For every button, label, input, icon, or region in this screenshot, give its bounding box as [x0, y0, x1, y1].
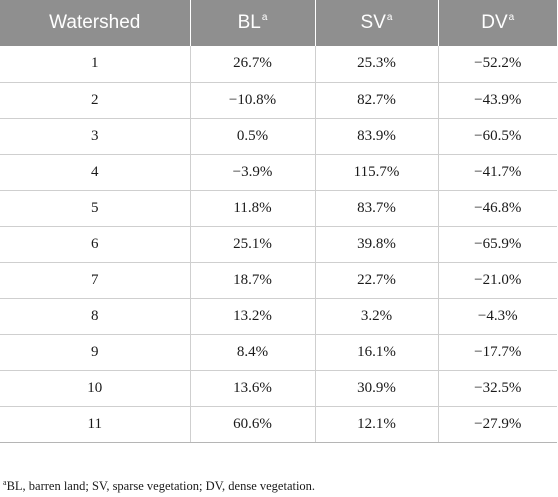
- cell-dv: −60.5%: [437, 118, 557, 155]
- cell-watershed: 9: [0, 334, 190, 371]
- cell-sv: 3.2%: [314, 298, 438, 335]
- cell-sv: 83.7%: [314, 190, 438, 227]
- cell-dv: −27.9%: [437, 406, 557, 443]
- header-bl-footnote-marker: a: [261, 12, 268, 23]
- cell-watershed: 8: [0, 298, 190, 335]
- table-row: 11 60.6% 12.1% −27.9%: [0, 406, 557, 443]
- table-row: 3 0.5% 83.9% −60.5%: [0, 118, 557, 155]
- cell-bl: 25.1%: [189, 226, 315, 263]
- header-sv-footnote-marker: a: [386, 12, 393, 23]
- header-watershed: Watershed: [0, 0, 190, 46]
- cell-dv: −41.7%: [437, 154, 557, 191]
- header-dv: DVa: [437, 0, 557, 46]
- cell-sv: 83.9%: [314, 118, 438, 155]
- cell-bl: 13.6%: [189, 370, 315, 407]
- table-row: 9 8.4% 16.1% −17.7%: [0, 334, 557, 371]
- footnote-text: BL, barren land; SV, sparse vegetation; …: [6, 479, 316, 493]
- table-row: 4 −3.9% 115.7% −41.7%: [0, 154, 557, 191]
- cell-sv: 115.7%: [314, 154, 438, 191]
- cell-bl: 0.5%: [189, 118, 315, 155]
- cell-dv: −65.9%: [437, 226, 557, 263]
- header-bl: BLa: [189, 0, 315, 46]
- header-sv: SVa: [314, 0, 438, 46]
- cell-watershed: 4: [0, 154, 190, 191]
- cell-bl: 60.6%: [189, 406, 315, 443]
- cell-sv: 39.8%: [314, 226, 438, 263]
- table-row: 2 −10.8% 82.7% −43.9%: [0, 82, 557, 119]
- cell-bl: 11.8%: [189, 190, 315, 227]
- table-row: 10 13.6% 30.9% −32.5%: [0, 370, 557, 407]
- cell-sv: 16.1%: [314, 334, 438, 371]
- cell-dv: −46.8%: [437, 190, 557, 227]
- data-table: Watershed BLa SVa DVa 1 26.7% 25.3% −52.2% 2…: [0, 0, 557, 443]
- table-row: 5 11.8% 83.7% −46.8%: [0, 190, 557, 227]
- cell-dv: −43.9%: [437, 82, 557, 119]
- cell-watershed: 1: [0, 46, 190, 83]
- cell-bl: −3.9%: [189, 154, 315, 191]
- cell-watershed: 6: [0, 226, 190, 263]
- cell-dv: −4.3%: [437, 298, 557, 335]
- table-row: 7 18.7% 22.7% −21.0%: [0, 262, 557, 299]
- cell-dv: −17.7%: [437, 334, 557, 371]
- cell-sv: 22.7%: [314, 262, 438, 299]
- table-row: 1 26.7% 25.3% −52.2%: [0, 46, 557, 83]
- cell-bl: 26.7%: [189, 46, 315, 83]
- table-footnote: aBL, barren land; SV, sparse vegetation;…: [3, 478, 315, 494]
- cell-bl: 18.7%: [189, 262, 315, 299]
- table-body: 1 26.7% 25.3% −52.2% 2 −10.8% 82.7% −43.9% 3 0.5%…: [0, 46, 557, 443]
- cell-sv: 12.1%: [314, 406, 438, 443]
- cell-watershed: 5: [0, 190, 190, 227]
- cell-sv: 30.9%: [314, 370, 438, 407]
- footnote-marker: a: [3, 478, 7, 487]
- cell-watershed: 7: [0, 262, 190, 299]
- cell-watershed: 3: [0, 118, 190, 155]
- cell-bl: 8.4%: [189, 334, 315, 371]
- cell-dv: −52.2%: [437, 46, 557, 83]
- cell-dv: −32.5%: [437, 370, 557, 407]
- cell-watershed: 11: [0, 406, 190, 443]
- cell-bl: −10.8%: [189, 82, 315, 119]
- cell-sv: 82.7%: [314, 82, 438, 119]
- table-header: Watershed BLa SVa DVa: [0, 0, 557, 46]
- cell-bl: 13.2%: [189, 298, 315, 335]
- table-row: 6 25.1% 39.8% −65.9%: [0, 226, 557, 263]
- header-row: Watershed BLa SVa DVa: [0, 0, 557, 46]
- cell-watershed: 2: [0, 82, 190, 119]
- cell-sv: 25.3%: [314, 46, 438, 83]
- table-row: 8 13.2% 3.2% −4.3%: [0, 298, 557, 335]
- header-dv-footnote-marker: a: [508, 12, 515, 23]
- cell-dv: −21.0%: [437, 262, 557, 299]
- cell-watershed: 10: [0, 370, 190, 407]
